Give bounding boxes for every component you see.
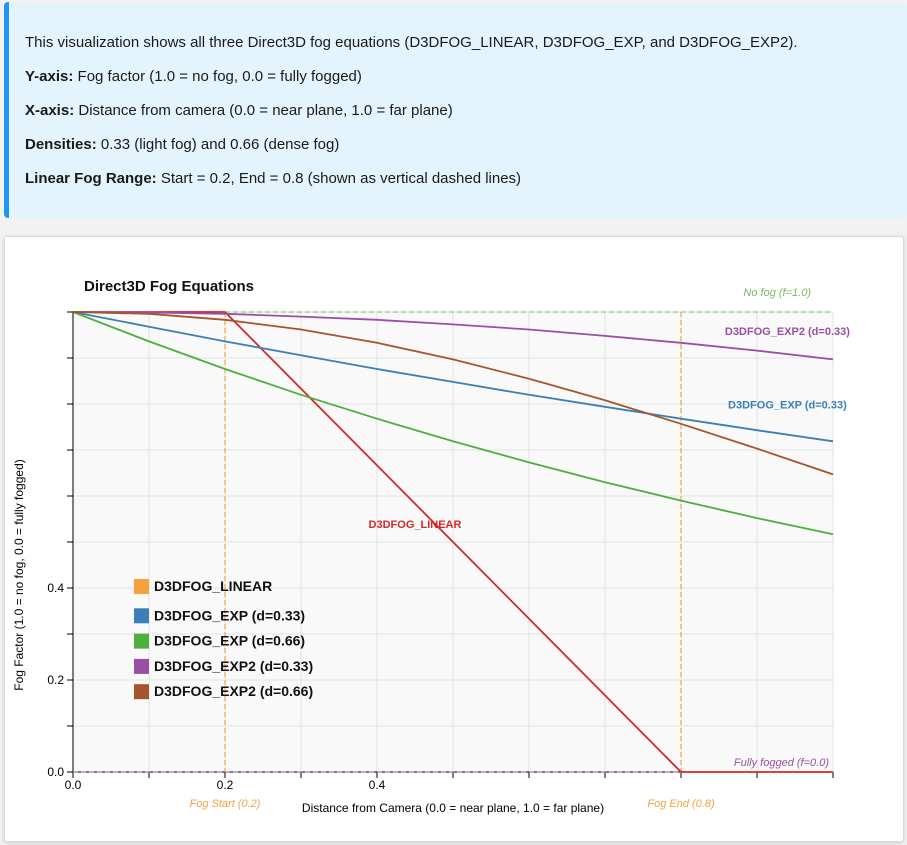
legend-label-exp2_066: D3DFOG_EXP2 (d=0.66) (154, 683, 313, 699)
reference-label-fully-fogged: Fully fogged (f=0.0) (734, 757, 829, 769)
series-line-exp2_066 (72, 311, 834, 476)
info-yaxis-text: Fog factor (1.0 = no fog, 0.0 = fully fo… (77, 68, 362, 85)
x-axis-label: Distance from Camera (0.0 = near plane, … (302, 801, 604, 815)
fog-start-label: Fog Start (0.2) (190, 798, 261, 810)
legend-swatch-exp2_066 (134, 684, 149, 700)
legend-swatch-marker (134, 579, 149, 594)
y-axis-label: Fog Factor (1.0 = no fog, 0.0 = fully fo… (12, 459, 26, 690)
info-densities-text: 0.33 (light fog) and 0.66 (dense fog) (100, 136, 340, 153)
legend-label-marker: D3DFOG_LINEAR (154, 578, 272, 594)
info-densities-label: Densities: (25, 136, 97, 153)
fog-end-label: Fog End (0.8) (647, 798, 715, 810)
fog-chart: 0.0 0.2 0.4 0.0 0.2 0.4 No fog (f=1.0) Fully fo… (12, 278, 850, 815)
info-yaxis-label: Y-axis: (25, 68, 74, 85)
annotation-linear: D3DFOG_LINEAR (369, 519, 462, 531)
legend-swatch-exp_066 (134, 633, 149, 649)
info-yaxis: Y-axis: Fog factor (1.0 = no fog, 0.0 = … (25, 69, 907, 85)
info-intro: This visualization shows all three Direc… (25, 34, 798, 51)
series-line-exp2_033 (72, 311, 834, 361)
legend-swatch-exp2_033 (134, 658, 149, 674)
legend-label-exp2_033: D3DFOG_EXP2 (d=0.33) (154, 658, 313, 674)
legend-swatch-exp_033 (134, 608, 149, 624)
y-tick-label: 0.0 (47, 765, 64, 779)
series-line-exp_033 (72, 311, 834, 443)
info-range-label: Linear Fog Range: (25, 170, 157, 187)
info-xaxis-label: X-axis: (25, 102, 75, 119)
info-xaxis-text: Distance from camera (0.0 = near plane, … (78, 102, 453, 119)
x-tick-label: 0.2 (217, 778, 234, 792)
series-line-exp_066 (72, 311, 834, 536)
info-range-text: Start = 0.2, End = 0.8 (shown as vertica… (160, 170, 522, 187)
legend-label-exp_033: D3DFOG_EXP (d=0.33) (154, 607, 305, 623)
info-panel: This visualization shows all three Direc… (4, 2, 907, 218)
chart-title: Direct3D Fog Equations (84, 278, 254, 295)
annotation-exp_033: D3DFOG_EXP (d=0.33) (728, 400, 847, 412)
x-tick-label: 0.4 (369, 778, 386, 792)
y-tick-label: 0.4 (47, 581, 64, 595)
annotation-exp2_033: D3DFOG_EXP2 (d=0.33) (725, 326, 850, 338)
y-tick-label: 0.2 (47, 673, 64, 687)
info-densities: Densities: 0.33 (light fog) and 0.66 (de… (25, 137, 907, 153)
info-xaxis: X-axis: Distance from camera (0.0 = near… (25, 103, 907, 119)
info-range: Linear Fog Range: Start = 0.2, End = 0.8… (25, 171, 907, 187)
chart-card: 0.0 0.2 0.4 0.0 0.2 0.4 No fog (f=1.0) Fully fo… (4, 236, 904, 842)
reference-label-no-fog: No fog (f=1.0) (743, 287, 811, 299)
legend-label-exp_066: D3DFOG_EXP (d=0.66) (154, 633, 305, 649)
x-tick-label: 0.0 (65, 778, 82, 792)
